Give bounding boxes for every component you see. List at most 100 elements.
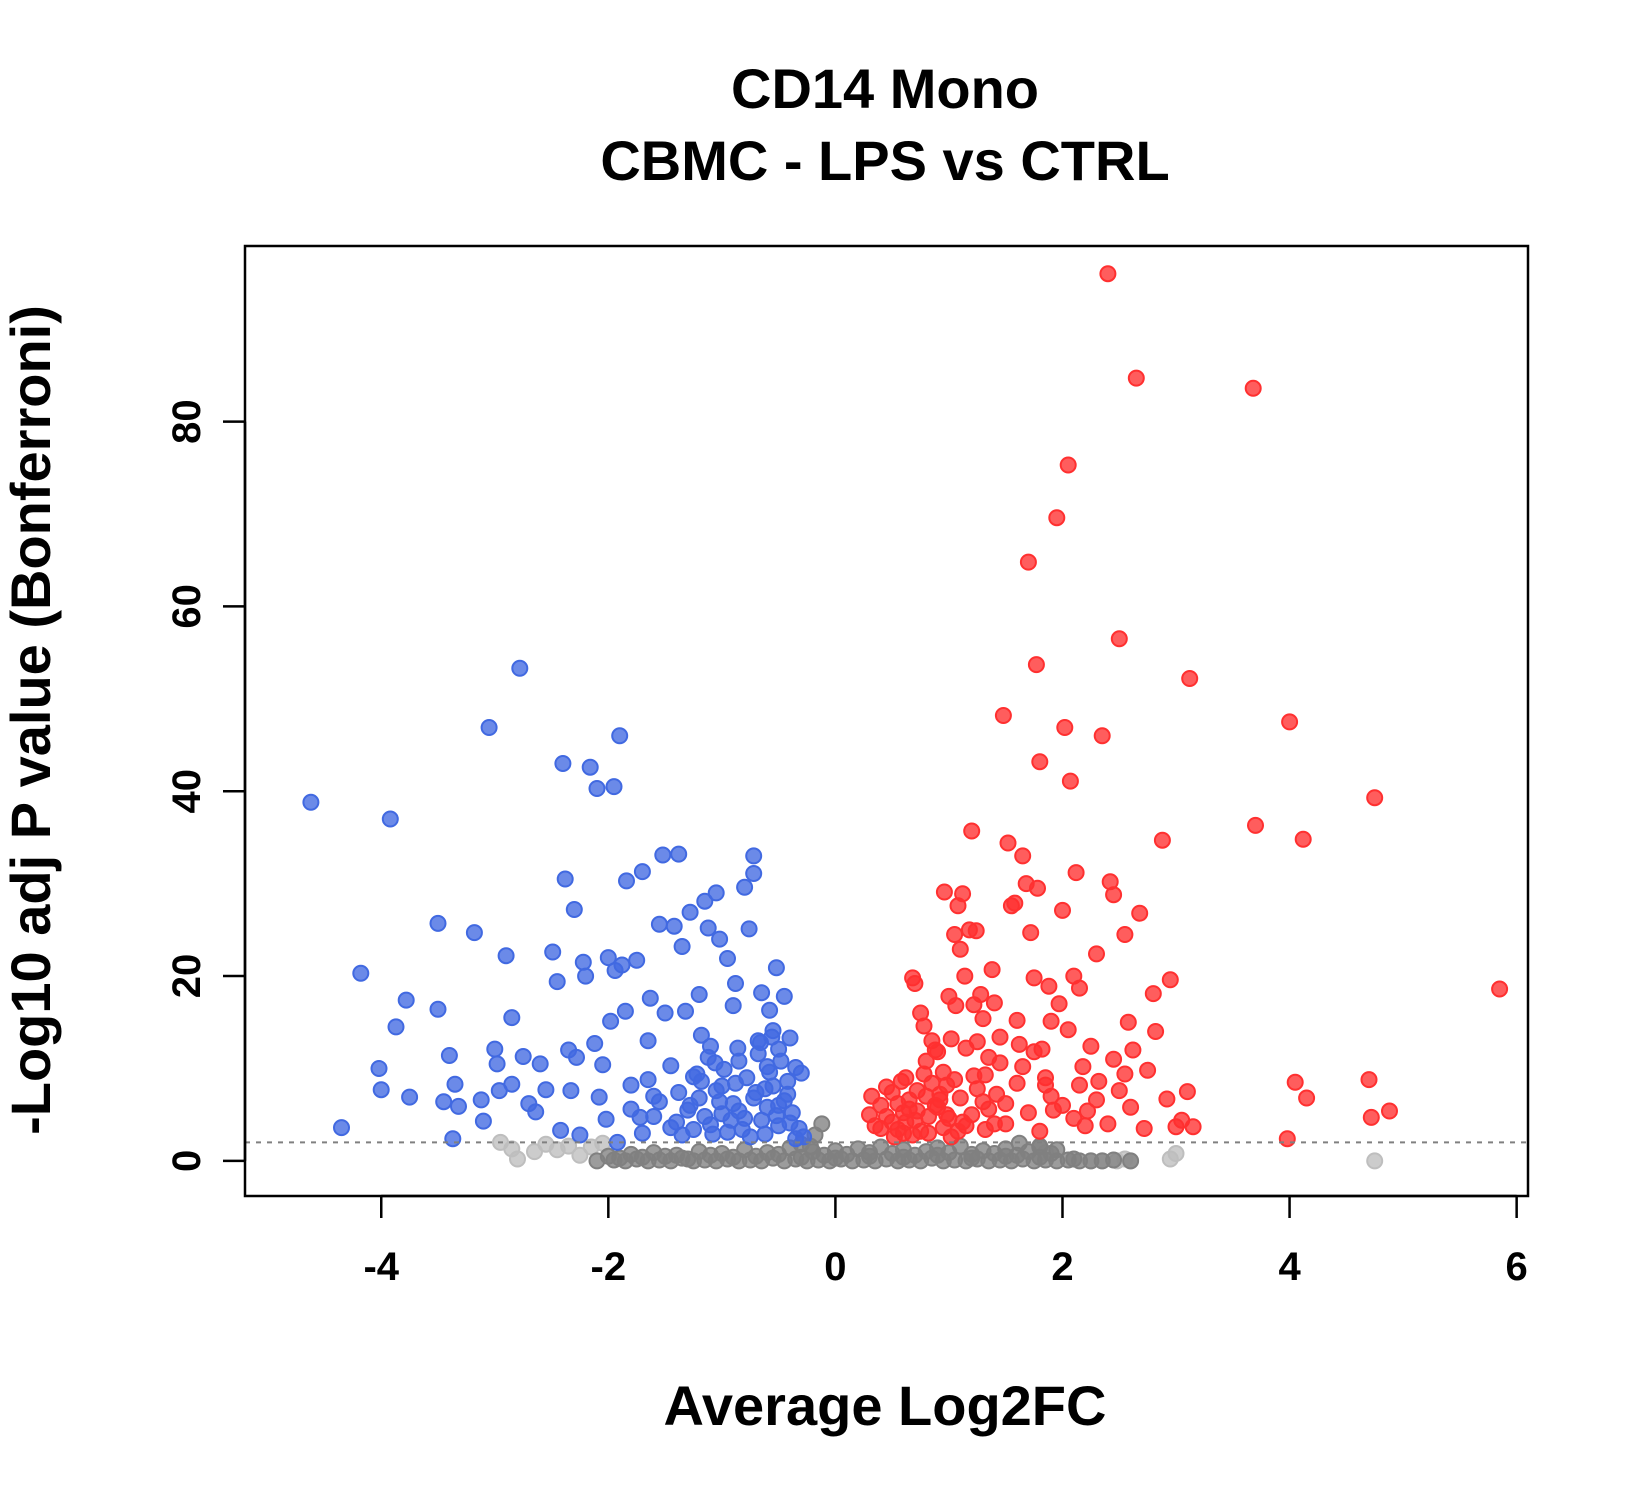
point-up <box>972 986 990 1003</box>
point-up <box>1362 1108 1380 1126</box>
point-down <box>474 1112 492 1130</box>
point-up <box>1127 369 1145 387</box>
point-down <box>662 1119 680 1137</box>
point-ns <box>895 1148 912 1166</box>
point-up <box>1158 1090 1176 1108</box>
point-up <box>1116 1065 1134 1083</box>
point-up <box>1124 1041 1142 1059</box>
point-up <box>1144 985 1162 1003</box>
point-down <box>633 1124 651 1142</box>
point-up <box>1110 630 1128 648</box>
point-down <box>641 989 659 1007</box>
point-down <box>779 1085 797 1103</box>
point-up <box>1088 1091 1105 1109</box>
point-down <box>787 1130 805 1148</box>
point-up <box>1178 1083 1196 1101</box>
point-down <box>565 901 583 918</box>
point-up <box>954 885 972 903</box>
point-down <box>783 1104 801 1122</box>
point-up <box>1074 1058 1092 1076</box>
point-up <box>1037 1069 1054 1087</box>
point-up <box>1153 831 1171 849</box>
point-down <box>733 1121 751 1138</box>
point-ns_light <box>1366 1152 1384 1170</box>
point-down <box>387 1018 405 1036</box>
point-down <box>597 1110 615 1128</box>
point-down <box>656 1004 674 1022</box>
point-up <box>1025 969 1043 987</box>
y-tick-label: 0 <box>165 1150 209 1172</box>
point-down <box>590 1088 608 1106</box>
point-up <box>1161 971 1179 989</box>
point-down <box>577 967 595 985</box>
x-tick-label: 0 <box>824 1245 846 1289</box>
point-ns_light <box>509 1150 526 1168</box>
point-up <box>980 1100 998 1118</box>
point-down <box>352 964 370 982</box>
point-up <box>1079 1102 1096 1120</box>
point-down <box>480 719 498 736</box>
point-down <box>544 943 562 961</box>
point-down <box>707 884 725 902</box>
point-down <box>772 1052 790 1070</box>
point-down <box>397 991 415 1009</box>
point-ns <box>963 1149 981 1167</box>
point-up <box>994 707 1012 724</box>
point-up <box>1067 864 1085 882</box>
point-down <box>571 1126 589 1144</box>
point-up <box>926 1096 944 1114</box>
point-up <box>908 1102 926 1120</box>
point-up <box>1093 727 1111 745</box>
point-up <box>985 994 1003 1012</box>
point-up <box>1244 379 1262 397</box>
point-up <box>883 1084 901 1101</box>
point-up <box>885 1128 903 1146</box>
point-up <box>942 1030 960 1048</box>
point-up <box>956 967 974 985</box>
point-up <box>983 961 1001 979</box>
point-down <box>761 1063 779 1081</box>
point-down <box>719 950 736 967</box>
point-ns_light <box>571 1146 589 1164</box>
point-up <box>1099 265 1117 283</box>
point-down <box>556 870 574 888</box>
point-up <box>915 1017 933 1035</box>
point-up <box>1014 847 1032 865</box>
point-up <box>1184 1118 1202 1136</box>
point-down <box>511 659 529 677</box>
point-down <box>537 1081 555 1099</box>
point-up <box>920 1124 937 1142</box>
x-tick-label: 6 <box>1506 1245 1528 1289</box>
point-up <box>1048 509 1066 527</box>
point-down <box>586 1035 604 1052</box>
point-up <box>1059 456 1077 474</box>
chart-title: CD14 Mono <box>731 57 1039 120</box>
point-down <box>753 1111 771 1129</box>
y-axis-label: -Log10 adj P value (Bonferroni) <box>0 305 62 1135</box>
point-down <box>761 1001 779 1019</box>
point-up <box>1025 1043 1043 1061</box>
point-up <box>991 1054 1009 1072</box>
point-down <box>767 959 785 977</box>
point-up <box>1054 1096 1071 1114</box>
point-up <box>951 940 969 958</box>
point-down <box>435 1093 453 1111</box>
point-down <box>333 1119 350 1137</box>
x-tick-label: -4 <box>363 1245 399 1289</box>
point-up <box>1029 879 1046 897</box>
point-up <box>935 883 953 901</box>
point-down <box>503 1075 521 1093</box>
point-up <box>1031 753 1049 771</box>
point-down <box>690 986 708 1003</box>
point-up <box>1065 1109 1083 1127</box>
point-up <box>1019 553 1037 571</box>
plot-frame <box>243 244 1530 1198</box>
point-ns <box>929 1146 947 1164</box>
point-up <box>904 1126 922 1144</box>
point-up <box>997 1095 1015 1113</box>
point-up <box>1042 1087 1060 1105</box>
point-down <box>740 920 758 938</box>
point-down <box>562 1082 580 1100</box>
point-down <box>692 1072 710 1090</box>
point-down <box>639 1032 657 1050</box>
